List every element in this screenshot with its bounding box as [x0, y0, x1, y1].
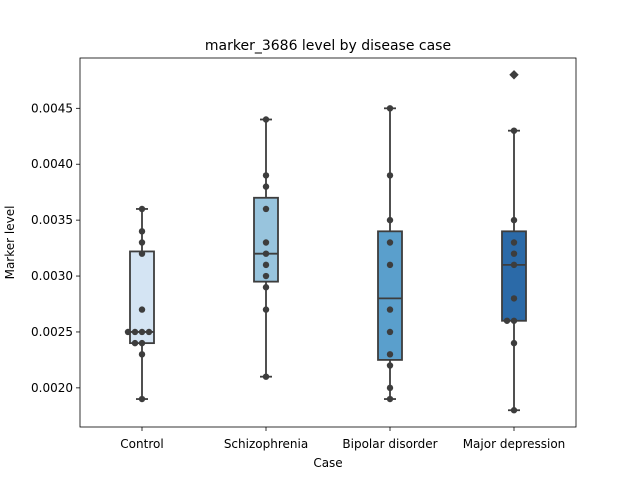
- data-point: [386, 172, 394, 179]
- data-point: [262, 205, 270, 213]
- data-point: [138, 328, 146, 336]
- data-point: [145, 328, 153, 336]
- box-series: [124, 70, 527, 414]
- y-tick-label: 0.0040: [31, 157, 73, 171]
- data-point: [138, 339, 146, 347]
- data-point: [503, 317, 511, 324]
- y-tick-label: 0.0045: [31, 101, 73, 115]
- data-point: [124, 328, 132, 336]
- data-point: [510, 261, 518, 269]
- data-point: [510, 250, 518, 257]
- data-point: [262, 373, 270, 380]
- data-point: [138, 306, 146, 313]
- box-group: [377, 105, 403, 403]
- data-point: [386, 105, 394, 112]
- data-point: [262, 183, 270, 190]
- data-point: [386, 395, 394, 403]
- data-point: [138, 239, 146, 246]
- data-point: [138, 351, 146, 358]
- plot-frame: [79, 57, 577, 428]
- y-tick-label: 0.0025: [31, 325, 73, 339]
- box-group: [124, 205, 155, 403]
- data-point: [510, 317, 518, 324]
- y-tick-label: 0.0030: [31, 269, 73, 283]
- data-point: [510, 239, 518, 246]
- x-tick-label: Control: [120, 437, 163, 451]
- data-point: [386, 216, 394, 224]
- x-tick-label: Schizophrenia: [224, 437, 308, 451]
- data-point: [386, 384, 394, 392]
- data-point: [510, 339, 518, 347]
- chart-title: marker_3686 level by disease case: [205, 38, 451, 54]
- data-point: [510, 216, 518, 224]
- data-point: [138, 250, 146, 257]
- data-point: [262, 250, 270, 257]
- box-group: [253, 116, 279, 380]
- data-point: [510, 127, 518, 134]
- data-point: [262, 261, 270, 269]
- data-point: [138, 205, 146, 213]
- data-point: [262, 306, 270, 313]
- data-point: [131, 328, 139, 336]
- data-point: [386, 362, 394, 369]
- data-point: [386, 239, 394, 246]
- box: [501, 230, 527, 322]
- data-point: [262, 272, 270, 280]
- data-point: [262, 172, 270, 179]
- data-point: [262, 116, 270, 123]
- data-point: [510, 295, 518, 302]
- y-axis-label: Marker level: [3, 206, 17, 280]
- outlier-marker: [509, 70, 519, 80]
- data-point: [386, 328, 394, 336]
- x-axis-label: Case: [313, 456, 342, 470]
- box-group: [501, 70, 527, 414]
- data-point: [386, 351, 394, 358]
- data-point: [131, 339, 139, 347]
- data-point: [138, 228, 146, 235]
- y-axis: 0.0020 0.0025 0.0030 0.0035 0.0040 0.0045: [31, 101, 80, 395]
- box: [377, 230, 403, 361]
- data-point: [138, 395, 146, 403]
- x-tick-label: Major depression: [463, 437, 566, 451]
- data-point: [262, 239, 270, 246]
- data-point: [386, 306, 394, 313]
- y-tick-label: 0.0020: [31, 381, 73, 395]
- x-axis: Control Schizophrenia Bipolar disorder Majo…: [120, 427, 565, 451]
- x-tick-label: Bipolar disorder: [342, 437, 437, 451]
- y-tick-label: 0.0035: [31, 213, 73, 227]
- data-point: [510, 407, 518, 414]
- data-point: [386, 261, 394, 269]
- data-point: [262, 284, 270, 291]
